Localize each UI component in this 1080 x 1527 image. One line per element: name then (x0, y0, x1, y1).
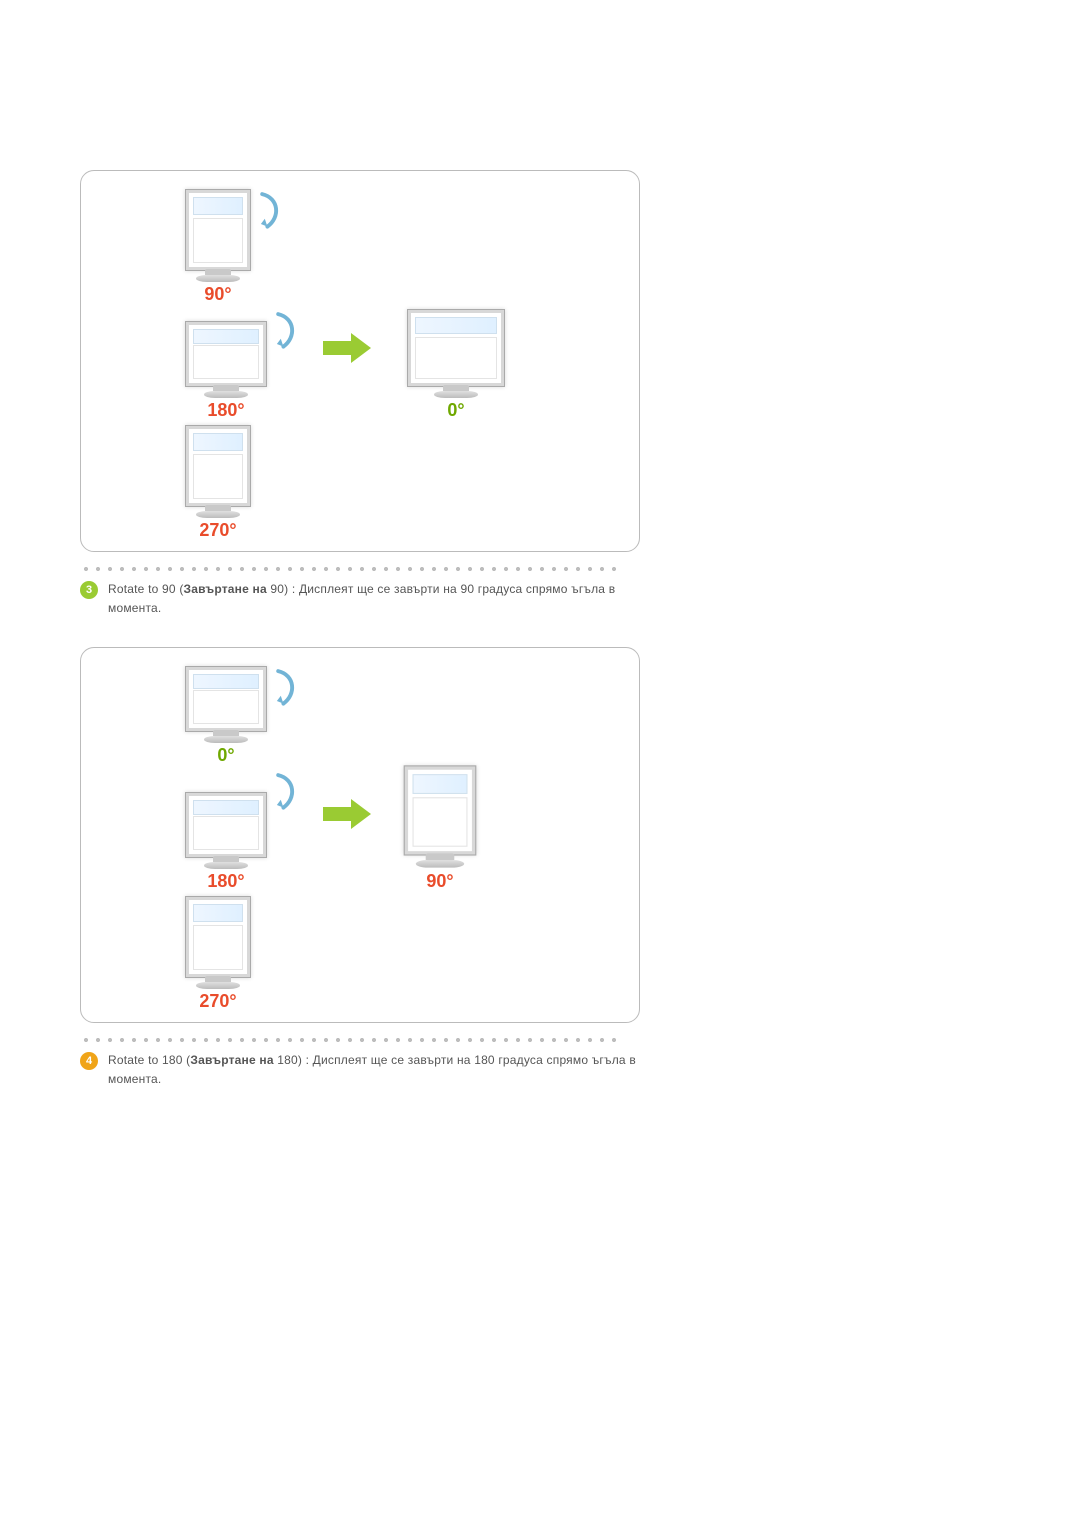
curve-arrow-icon (257, 191, 283, 231)
desktop-thumbs (196, 692, 256, 710)
result-arrow-icon (299, 331, 395, 365)
bullet-item-3: 3 Rotate to 90 (Завъртане на 90) : Диспл… (80, 580, 640, 617)
desktop-thumbs (416, 801, 464, 821)
label-180: 180° (207, 871, 244, 892)
text-prefix: Rotate to 180 ( (108, 1053, 190, 1067)
figure-rotate-sequence-90: 90° 180° (80, 170, 640, 552)
text-bold: Завъртане на (190, 1053, 273, 1067)
label-90: 90° (426, 871, 453, 892)
monitor-portrait-270 (185, 425, 251, 518)
text-bold-value: 90 (267, 582, 284, 596)
label-0: 0° (447, 400, 464, 421)
section-rotate-180: 0° 180° (80, 647, 1000, 1088)
bullet-badge-4: 4 (80, 1052, 98, 1070)
text-bold-value: 180 (274, 1053, 298, 1067)
label-270: 270° (199, 991, 236, 1012)
label-180: 180° (207, 400, 244, 421)
section-rotate-90: 90° 180° (80, 170, 1000, 617)
desktop-thumbs (196, 457, 240, 475)
figure-rotate-sequence-180: 0° 180° (80, 647, 640, 1023)
document-page: 90° 180° (0, 0, 1080, 1198)
text-bold: Завъртане на (184, 582, 267, 596)
monitor-portrait-90-result (404, 766, 477, 868)
dotted-divider (80, 1037, 620, 1043)
label-90: 90° (204, 284, 231, 305)
desktop-thumbs (196, 347, 256, 365)
caption-rotate-180: Rotate to 180 (Завъртане на 180) : Диспл… (108, 1051, 640, 1088)
curve-arrow-icon (273, 311, 299, 351)
monitor-landscape-180 (185, 321, 267, 398)
label-270: 270° (199, 520, 236, 541)
desktop-thumbs (196, 818, 256, 836)
monitor-portrait-90 (185, 189, 251, 282)
bullet-item-4: 4 Rotate to 180 (Завъртане на 180) : Дис… (80, 1051, 640, 1088)
monitor-landscape-0-result (407, 309, 505, 398)
dotted-divider (80, 566, 620, 572)
label-0: 0° (217, 745, 234, 766)
monitor-landscape-180 (185, 792, 267, 869)
bullet-badge-3: 3 (80, 581, 98, 599)
desktop-thumbs (418, 340, 494, 358)
desktop-thumbs (196, 928, 240, 946)
text-prefix: Rotate to 90 ( (108, 582, 184, 596)
result-arrow-icon (299, 797, 395, 831)
curve-arrow-icon (273, 668, 299, 708)
monitor-portrait-270 (185, 896, 251, 989)
curve-arrow-icon (273, 772, 299, 812)
desktop-thumbs (196, 221, 240, 239)
caption-rotate-90: Rotate to 90 (Завъртане на 90) : Дисплея… (108, 580, 640, 617)
monitor-landscape-0 (185, 666, 267, 743)
